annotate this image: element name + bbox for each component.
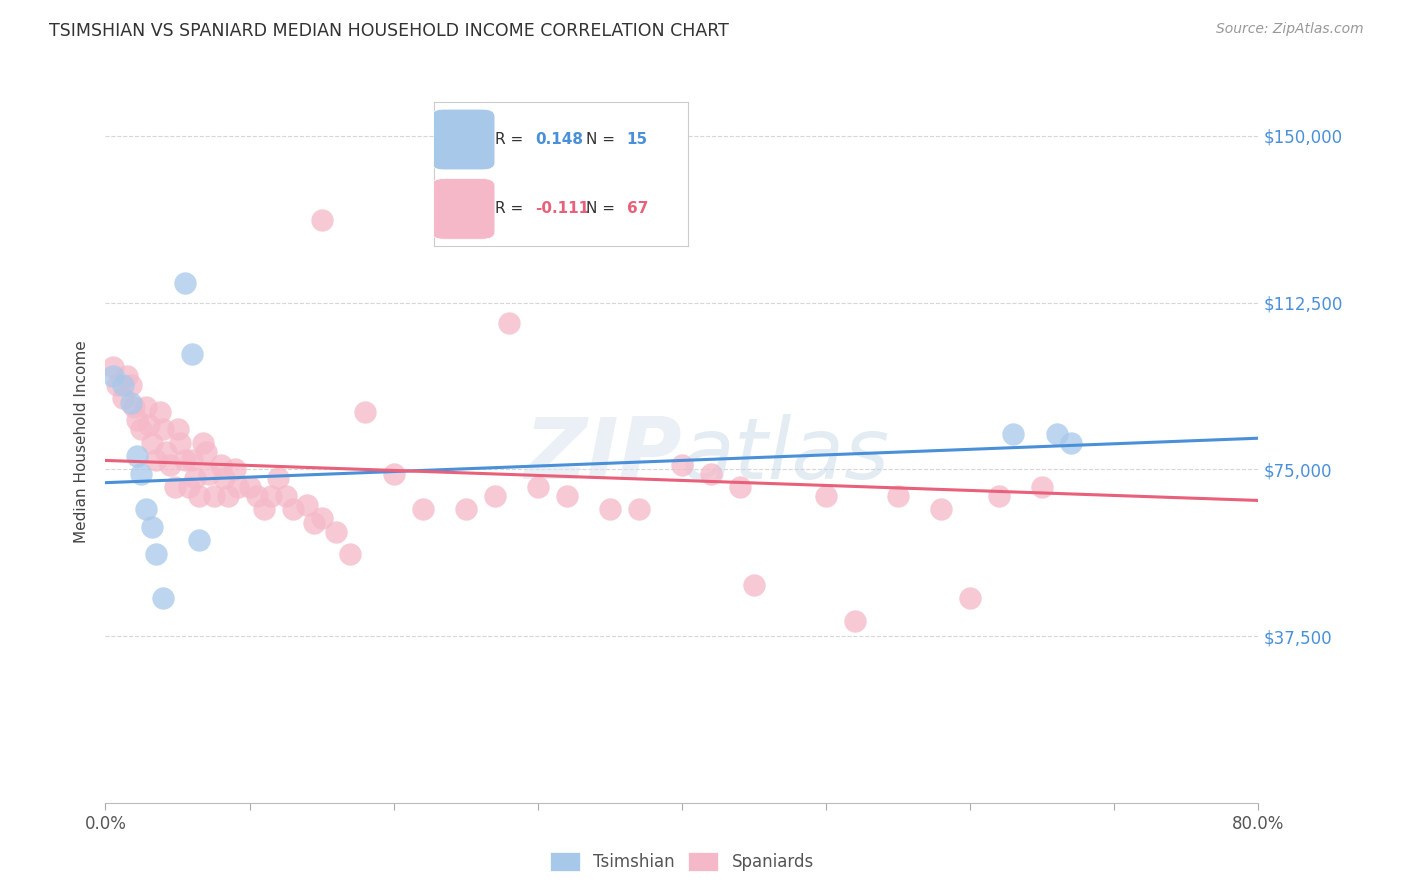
Point (555, 489, 578, 503)
Point (742, 578, 765, 592)
Point (274, 489, 297, 503)
Point (700, 467, 723, 481)
Point (325, 524, 347, 539)
Point (627, 502, 650, 516)
Point (239, 480, 262, 494)
Point (149, 404, 172, 418)
Point (224, 462, 246, 476)
Point (105, 377, 128, 392)
Point (671, 458, 693, 472)
Text: TSIMSHIAN VS SPANIARD MEDIAN HOUSEHOLD INCOME CORRELATION CHART: TSIMSHIAN VS SPANIARD MEDIAN HOUSEHOLD I… (49, 22, 730, 40)
Point (311, 511, 333, 525)
Point (354, 404, 377, 418)
Point (193, 435, 215, 450)
Point (120, 377, 142, 392)
Point (281, 502, 304, 516)
Point (131, 422, 153, 436)
Point (217, 489, 239, 503)
Point (135, 502, 157, 516)
Point (988, 489, 1011, 503)
Point (246, 489, 269, 503)
Point (145, 453, 167, 467)
Point (202, 489, 225, 503)
Point (141, 435, 163, 450)
Point (931, 502, 953, 516)
Point (188, 489, 211, 503)
Y-axis label: Median Household Income: Median Household Income (75, 340, 90, 543)
Point (111, 377, 134, 392)
Point (1002, 426, 1025, 441)
Legend: Tsimshian, Spaniards: Tsimshian, Spaniards (543, 845, 821, 878)
Point (260, 489, 283, 503)
Point (173, 276, 195, 290)
Point (124, 400, 146, 414)
Point (173, 453, 195, 467)
Point (177, 480, 200, 494)
Point (728, 480, 751, 494)
Point (253, 502, 276, 516)
Point (498, 316, 520, 330)
Point (815, 489, 838, 503)
Point (127, 413, 149, 427)
Point (166, 422, 188, 436)
Point (209, 458, 232, 472)
Point (145, 547, 167, 561)
Point (101, 360, 124, 375)
Point (1031, 480, 1053, 494)
Point (1046, 426, 1069, 441)
Point (131, 467, 153, 481)
Point (169, 435, 191, 450)
Point (159, 458, 181, 472)
Point (297, 498, 319, 512)
Point (198, 467, 221, 481)
Point (339, 547, 361, 561)
Point (484, 489, 506, 503)
Point (382, 467, 405, 481)
Point (141, 520, 163, 534)
Point (101, 368, 124, 383)
Point (311, 213, 333, 227)
Text: ZIP: ZIP (524, 415, 682, 498)
Point (527, 480, 550, 494)
Point (887, 489, 910, 503)
Point (120, 395, 142, 409)
Point (226, 480, 249, 494)
Point (959, 591, 981, 606)
Point (1060, 435, 1083, 450)
Point (152, 591, 174, 606)
Point (195, 444, 218, 458)
Point (212, 471, 235, 485)
Point (111, 391, 134, 405)
Point (267, 471, 290, 485)
Point (188, 533, 211, 548)
Point (184, 471, 207, 485)
Point (138, 417, 160, 432)
Point (163, 480, 186, 494)
Point (411, 502, 433, 516)
Point (599, 502, 621, 516)
Point (304, 516, 326, 530)
Point (180, 347, 204, 361)
Point (152, 422, 174, 436)
Point (127, 449, 149, 463)
Point (155, 444, 177, 458)
Text: Source: ZipAtlas.com: Source: ZipAtlas.com (1216, 22, 1364, 37)
Point (454, 502, 477, 516)
Point (844, 614, 866, 628)
Point (115, 368, 138, 383)
Point (180, 453, 204, 467)
Text: atlas: atlas (682, 415, 890, 498)
Point (135, 400, 157, 414)
